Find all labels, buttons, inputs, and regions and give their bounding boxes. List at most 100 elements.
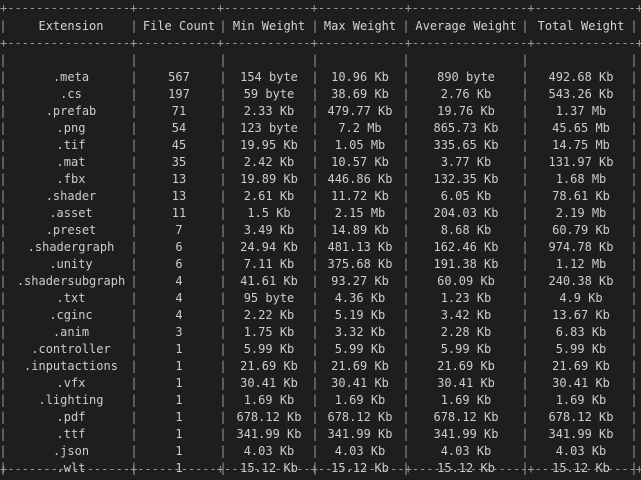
column-divider: | xyxy=(311,325,319,339)
cell-total-weight: 131.97 Kb xyxy=(548,155,614,169)
column-divider: | xyxy=(311,444,319,458)
cell-file-count: 45 xyxy=(171,138,187,152)
column-divider: | xyxy=(130,189,138,203)
cell-total-weight: 974.78 Kb xyxy=(548,240,614,254)
column-divider: | xyxy=(311,138,319,152)
column-divider: | xyxy=(0,70,7,84)
cell-min-weight: 678.12 Kb xyxy=(236,410,302,424)
column-divider: | xyxy=(219,223,227,237)
column-divider: | xyxy=(402,138,410,152)
column-divider: | xyxy=(219,444,227,458)
column-divider: | xyxy=(311,376,319,390)
cell-average-weight: 890 byte xyxy=(437,70,495,84)
table-row: | | | | | | | .mat 35 2.42 Kb 10.57 Kb 3.77 Kb 131.9… xyxy=(0,154,641,171)
cell-extension: .anim xyxy=(52,325,90,339)
table-row: | | | | | | | .fbx 13 19.89 Kb 446.86 Kb 132.35 Kb 1… xyxy=(0,171,641,188)
column-divider: | xyxy=(521,257,529,271)
column-divider: | xyxy=(0,427,7,441)
cell-min-weight: 15.12 Kb xyxy=(240,461,298,475)
cell-total-weight: 492.68 Kb xyxy=(548,70,614,84)
column-divider: | xyxy=(521,172,529,186)
column-divider: | xyxy=(630,274,638,288)
cell-average-weight: 5.99 Kb xyxy=(440,342,492,356)
cell-min-weight: 24.94 Kb xyxy=(240,240,298,254)
column-divider: | xyxy=(219,104,227,118)
column-divider: | xyxy=(521,308,529,322)
column-divider: | xyxy=(0,189,7,203)
column-divider: | xyxy=(521,359,529,373)
table-row: | | | | | | | .tif 45 19.95 Kb 1.05 Mb 335.65 Kb 14.… xyxy=(0,137,641,154)
cell-file-count: 54 xyxy=(171,121,187,135)
column-divider: | xyxy=(402,444,410,458)
column-divider: | xyxy=(630,53,638,67)
column-divider: | xyxy=(521,19,529,33)
cell-average-weight: 60.09 Kb xyxy=(437,274,495,288)
column-divider: | xyxy=(0,308,7,322)
cell-min-weight: 59 byte xyxy=(243,87,295,101)
cell-average-weight: 335.65 Kb xyxy=(433,138,499,152)
column-divider: | xyxy=(219,70,227,84)
cell-average-weight: 8.68 Kb xyxy=(440,223,492,237)
cell-min-weight: 2.33 Kb xyxy=(243,104,295,118)
column-divider: | xyxy=(0,444,7,458)
column-divider: | xyxy=(219,325,227,339)
column-divider: | xyxy=(130,155,138,169)
column-divider: | xyxy=(311,308,319,322)
cell-file-count: 4 xyxy=(175,308,183,322)
cell-min-weight: 95 byte xyxy=(243,291,295,305)
column-divider: | xyxy=(630,138,638,152)
column-divider: | xyxy=(311,410,319,424)
column-divider: | xyxy=(402,19,410,33)
column-divider: | xyxy=(0,223,7,237)
table-top-border: +-----------------+-----------+---------… xyxy=(0,1,641,15)
column-divider: | xyxy=(311,70,319,84)
cell-extension: .prefab xyxy=(45,104,97,118)
cell-max-weight: 7.2 Mb xyxy=(338,121,382,135)
cell-total-weight: 4.03 Kb xyxy=(555,444,607,458)
column-divider: | xyxy=(219,291,227,305)
column-divider: | xyxy=(130,172,138,186)
column-divider: | xyxy=(630,257,638,271)
cell-min-weight: 154 byte xyxy=(240,70,298,84)
cell-max-weight: 15.12 Kb xyxy=(331,461,389,475)
cell-average-weight: 3.42 Kb xyxy=(440,308,492,322)
cell-min-weight: 1.69 Kb xyxy=(243,393,295,407)
column-divider: | xyxy=(219,189,227,203)
cell-total-weight: 1.12 Mb xyxy=(555,257,607,271)
cell-min-weight: 1.5 Kb xyxy=(247,206,291,220)
cell-file-count: 35 xyxy=(171,155,187,169)
cell-file-count: 11 xyxy=(171,206,187,220)
column-divider: | xyxy=(0,155,7,169)
column-divider: | xyxy=(402,325,410,339)
cell-min-weight: 21.69 Kb xyxy=(240,359,298,373)
column-divider: | xyxy=(402,206,410,220)
cell-max-weight: 341.99 Kb xyxy=(327,427,393,441)
table-row: | | | | | | | .inputactions 1 21.69 Kb 21.69 Kb 21.… xyxy=(0,358,641,375)
cell-max-weight: 678.12 Kb xyxy=(327,410,393,424)
column-divider: | xyxy=(402,274,410,288)
column-divider: | xyxy=(630,104,638,118)
column-divider: | xyxy=(311,342,319,356)
table-row: | | | | | | | .preset 7 3.49 Kb 14.89 Kb 8.68 Kb 60.… xyxy=(0,222,641,239)
column-divider: | xyxy=(0,19,7,33)
cell-max-weight: 479.77 Kb xyxy=(327,104,393,118)
column-divider: | xyxy=(311,104,319,118)
column-divider: | xyxy=(630,19,638,33)
column-divider: | xyxy=(130,359,138,373)
column-divider: | xyxy=(219,410,227,424)
column-divider: | xyxy=(219,257,227,271)
cell-average-weight: 4.03 Kb xyxy=(440,444,492,458)
table-row: | | | | | | | .controller 1 5.99 Kb 5.99 Kb 5.99 Kb… xyxy=(0,341,641,358)
cell-extension: .tif xyxy=(56,138,86,152)
cell-max-weight: 93.27 Kb xyxy=(331,274,389,288)
cell-min-weight: 1.75 Kb xyxy=(243,325,295,339)
column-divider: | xyxy=(130,121,138,135)
cell-total-weight: 1.37 Mb xyxy=(555,104,607,118)
cell-file-count: 1 xyxy=(175,461,183,475)
column-divider: | xyxy=(402,342,410,356)
column-divider: | xyxy=(630,223,638,237)
column-divider: | xyxy=(402,104,410,118)
column-divider: | xyxy=(630,342,638,356)
column-divider: | xyxy=(630,240,638,254)
